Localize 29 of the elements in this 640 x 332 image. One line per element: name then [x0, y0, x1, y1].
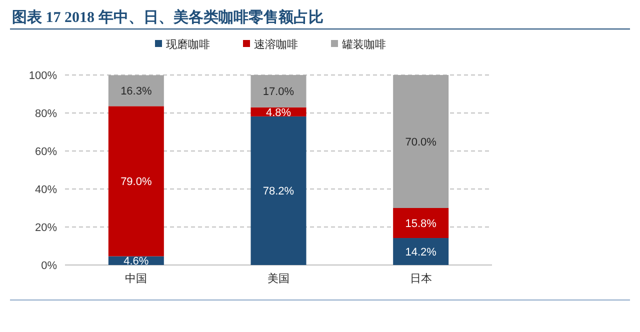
data-label: 15.8%: [405, 218, 437, 230]
y-tick-label: 60%: [34, 146, 58, 158]
y-tick-label: 80%: [34, 108, 58, 120]
bar: [108, 106, 164, 256]
data-label: 70.0%: [405, 136, 437, 148]
y-tick-label: 20%: [34, 222, 58, 234]
y-tick-label: 40%: [34, 184, 58, 196]
data-label: 16.3%: [120, 86, 152, 98]
data-label: 4.8%: [266, 106, 292, 119]
bar: [393, 208, 449, 238]
data-label: 78.2%: [262, 186, 294, 198]
legend-label: 现磨咖啡: [166, 38, 210, 51]
data-label: 17.0%: [262, 86, 294, 98]
y-tick-label: 100%: [28, 70, 58, 82]
legend-label: 速溶咖啡: [254, 38, 298, 51]
bar: [393, 75, 449, 208]
legend-label: 罐装咖啡: [342, 38, 386, 51]
chart-title: 图表 17 2018 年中、日、美各类咖啡零售额占比: [12, 8, 324, 26]
data-label: 4.6%: [124, 256, 149, 268]
bar: [250, 116, 306, 265]
data-label: 14.2%: [405, 246, 437, 259]
bar: [393, 238, 449, 265]
x-tick-label: 日本: [410, 272, 432, 285]
bar: [250, 75, 306, 108]
y-tick-label: 0%: [41, 260, 58, 272]
x-tick-label: 中国: [125, 272, 148, 285]
data-label: 79.0%: [120, 176, 152, 188]
x-tick-label: 美国: [268, 272, 290, 285]
bar: [108, 75, 164, 106]
